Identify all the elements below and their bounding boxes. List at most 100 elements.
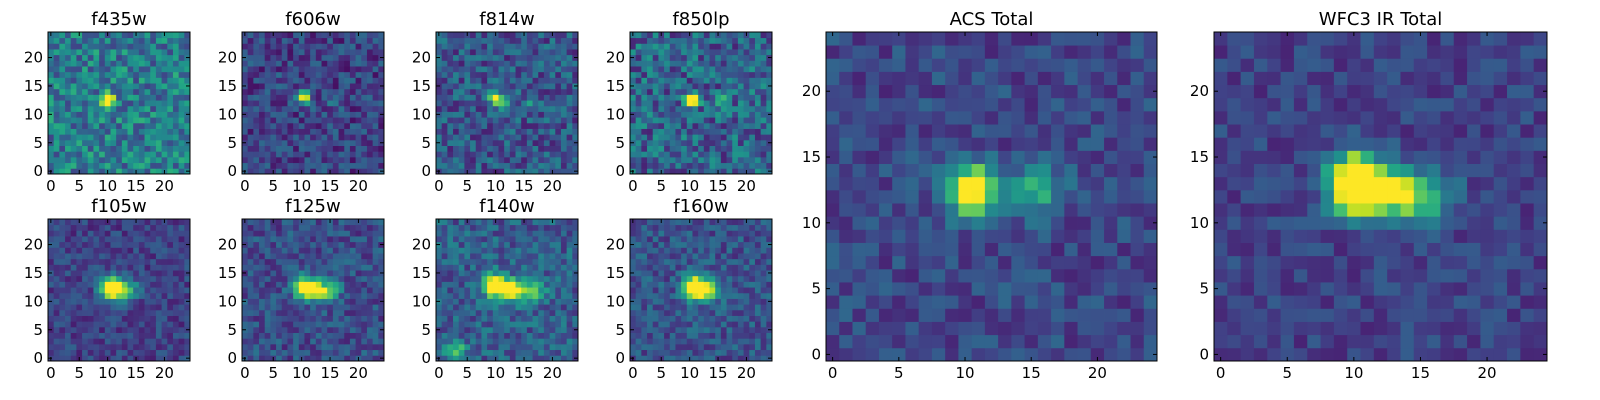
heatmap-cell: [327, 43, 334, 50]
heatmap-cell: [53, 94, 60, 101]
heatmap-cell: [504, 100, 511, 107]
heatmap-cell: [720, 292, 727, 299]
heatmap-cell: [698, 128, 705, 135]
heatmap-cell: [481, 287, 488, 294]
heatmap-cell: [737, 54, 744, 61]
heatmap-cell: [749, 122, 756, 129]
heatmap-cell: [464, 122, 471, 129]
heatmap-cell: [93, 321, 100, 328]
heatmap-cell: [760, 100, 767, 107]
heatmap-cell: [681, 298, 688, 305]
heatmap-cell: [652, 43, 659, 50]
heatmap-cell: [526, 343, 533, 351]
heatmap-cell: [48, 156, 55, 164]
heatmap-cell: [703, 122, 710, 129]
heatmap-cell: [464, 134, 471, 141]
heatmap-cell: [652, 60, 659, 67]
heatmap-cell: [332, 156, 339, 164]
heatmap-cell: [720, 117, 727, 124]
heatmap-cell: [259, 298, 266, 305]
heatmap-cell: [155, 298, 162, 305]
heatmap-cell: [378, 236, 385, 243]
heatmap-cell: [464, 60, 471, 67]
x-tick-label: 20: [349, 364, 368, 382]
heatmap-cell: [133, 49, 140, 56]
heatmap-cell: [344, 247, 351, 254]
heatmap-cell: [259, 281, 266, 288]
heatmap-cell: [635, 111, 642, 118]
heatmap-cell: [458, 117, 465, 124]
heatmap-cell: [481, 236, 488, 243]
heatmap-cell: [76, 253, 83, 260]
heatmap-cell: [150, 270, 157, 277]
heatmap-cell: [669, 77, 676, 84]
heatmap-cell: [315, 343, 322, 351]
heatmap-cell: [754, 60, 762, 67]
heatmap-cell: [566, 37, 573, 44]
heatmap-cell: [355, 247, 362, 254]
heatmap-cell: [298, 105, 305, 112]
heatmap-cell: [327, 77, 334, 84]
heatmap-cell: [281, 128, 288, 135]
heatmap-cell: [104, 60, 111, 67]
heatmap-cell: [150, 43, 157, 50]
heatmap-cell: [247, 117, 254, 124]
heatmap-cell: [315, 54, 322, 61]
heatmap-cell: [178, 338, 185, 345]
heatmap-cells: [242, 32, 385, 175]
heatmap-cell: [104, 111, 111, 118]
heatmap-cell: [138, 162, 145, 169]
heatmap-cell: [737, 100, 744, 107]
heatmap-cell: [242, 94, 249, 101]
heatmap-cell: [532, 94, 539, 101]
heatmap-cell: [732, 287, 739, 294]
heatmap-cell: [155, 219, 162, 226]
heatmap-cell: [178, 241, 185, 248]
heatmap-cell: [543, 236, 550, 243]
heatmap-cell: [635, 83, 642, 90]
heatmap-cell: [327, 264, 334, 271]
heatmap-cell: [555, 117, 562, 124]
heatmap-cell: [281, 292, 288, 299]
heatmap-cell: [509, 332, 516, 339]
heatmap-cell: [298, 37, 305, 44]
heatmap-cell: [498, 168, 505, 175]
heatmap-cell: [641, 100, 648, 107]
heatmap-cell: [498, 236, 505, 243]
heatmap-cell: [470, 134, 477, 141]
heatmap-cell: [150, 111, 157, 118]
heatmap-cell: [355, 49, 362, 56]
heatmap-cell: [681, 122, 688, 129]
heatmap-cell: [464, 338, 471, 345]
heatmap-cell: [247, 151, 254, 158]
heatmap-cell: [287, 37, 294, 44]
heatmap-cell: [155, 71, 162, 78]
heatmap-cell: [264, 275, 271, 282]
heatmap-cell: [276, 230, 283, 237]
heatmap-cell: [59, 355, 66, 362]
heatmap-cell: [167, 230, 174, 237]
heatmap-cell: [315, 156, 322, 164]
heatmap-cell: [526, 162, 533, 169]
x-tick-label: 15: [514, 177, 533, 195]
heatmap-cell: [270, 66, 277, 73]
heatmap-cell: [93, 264, 100, 271]
heatmap-cell: [150, 275, 157, 282]
heatmap-cell: [458, 139, 465, 146]
heatmap-cell: [669, 151, 676, 158]
heatmap-cell: [647, 145, 654, 152]
heatmap-cell: [515, 156, 522, 164]
heatmap-cell: [549, 258, 556, 265]
heatmap-cell: [703, 309, 710, 316]
heatmap-cell: [754, 66, 762, 73]
heatmap-cell: [498, 355, 505, 362]
heatmap-cell: [635, 139, 642, 146]
heatmap-cell: [327, 298, 334, 305]
heatmap-cell: [344, 258, 351, 265]
heatmap-cell: [104, 94, 111, 101]
heatmap-cell: [82, 309, 89, 316]
heatmap-cell: [59, 275, 66, 282]
heatmap-cell: [259, 326, 266, 333]
heatmap-cell: [150, 60, 157, 67]
heatmap-cell: [675, 321, 682, 328]
